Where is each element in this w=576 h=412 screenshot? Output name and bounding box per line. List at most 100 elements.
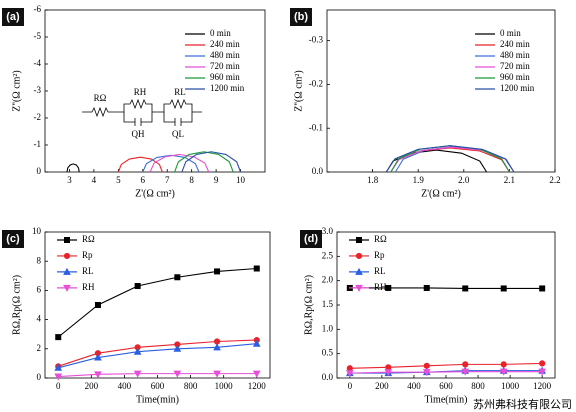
marker <box>63 267 71 275</box>
marker <box>94 353 102 361</box>
legend-label: 240 min <box>500 39 530 49</box>
y-tick-label: -0.3 <box>309 35 324 45</box>
legend-label: RH <box>374 282 387 292</box>
y-tick-label: 1.0 <box>322 323 334 333</box>
plot-frame <box>44 231 271 379</box>
y-tick-label: 0.5 <box>322 348 334 358</box>
legend-label: 960 min <box>210 72 240 82</box>
series-line <box>181 151 242 173</box>
legend-label: Rp <box>82 250 93 260</box>
marker <box>385 284 392 291</box>
x-tick-label: 8 <box>189 175 194 185</box>
y-axis-title: RΩ,Rp(Ω cm²) <box>303 275 314 335</box>
series-line <box>390 146 515 173</box>
marker <box>461 368 470 376</box>
marker <box>356 237 362 243</box>
x-axis-title: Time(min) <box>136 394 179 405</box>
y-tick-label: 0 <box>37 166 42 176</box>
panel-label: (c) <box>6 233 20 245</box>
series-line <box>58 373 257 378</box>
x-tick-label: 800 <box>184 381 198 391</box>
y-tick-label: 8 <box>37 255 42 265</box>
circuit-label: RH <box>134 87 147 97</box>
x-tick-label: 1200 <box>248 381 267 391</box>
x-tick-label: 2.1 <box>504 175 515 185</box>
watermark: 苏州弗科技有限公司 <box>473 397 572 411</box>
x-tick-label: 200 <box>375 381 389 391</box>
x-tick-label: 5 <box>116 175 121 185</box>
y-axis-title: Z''(Ω cm²) <box>293 70 304 112</box>
plot-frame <box>336 231 556 379</box>
marker <box>253 265 260 272</box>
panel-label: (b) <box>294 11 308 23</box>
x-tick-label: 1.8 <box>367 175 379 185</box>
y-tick-label: 1.5 <box>322 299 334 309</box>
y-tick-label: 10 <box>32 226 42 236</box>
panel-label: (a) <box>6 11 20 23</box>
marker <box>252 370 261 378</box>
marker <box>134 283 141 290</box>
marker <box>355 252 363 260</box>
marker <box>423 362 430 369</box>
series-line <box>385 149 488 173</box>
x-tick-label: 400 <box>118 381 132 391</box>
panel-label-box <box>290 8 312 26</box>
legend-label: 720 min <box>210 61 240 71</box>
marker <box>499 368 508 376</box>
y-tick-label: -0.2 <box>309 78 323 88</box>
x-tick-label: 600 <box>439 381 453 391</box>
marker <box>384 369 393 377</box>
x-tick-label: 800 <box>471 381 485 391</box>
legend-label: RL <box>82 266 94 276</box>
panel-label-box <box>2 230 24 248</box>
legend-label: 240 min <box>210 39 240 49</box>
marker <box>94 302 101 308</box>
x-tick-label: 1000 <box>501 381 520 391</box>
marker <box>213 370 221 378</box>
marker <box>539 360 546 367</box>
marker <box>133 347 142 355</box>
panel-label-box <box>300 230 322 248</box>
y-tick-label: 2 <box>37 343 42 353</box>
circuit-label: QL <box>172 129 184 139</box>
y-tick-label: -3 <box>34 85 42 95</box>
x-axis-title: Z'(Ω cm²) <box>421 188 461 199</box>
y-tick-label: 0.0 <box>312 166 324 176</box>
marker <box>422 369 431 377</box>
series-line <box>57 267 257 338</box>
marker <box>54 373 63 381</box>
marker <box>213 343 221 351</box>
y-tick-label: 2.0 <box>322 275 334 285</box>
y-tick-label: 4 <box>37 314 42 324</box>
x-axis-title: Z'(Ω cm²) <box>135 188 175 199</box>
x-tick-label: 2.0 <box>458 175 470 185</box>
circuit: RΩ RH RL QH QL <box>82 87 202 139</box>
x-tick-label: 0 <box>348 381 353 391</box>
x-tick-label: 1.9 <box>413 175 425 185</box>
marker <box>252 339 261 347</box>
marker <box>538 368 547 376</box>
series-line <box>142 154 200 173</box>
y-tick-label: 0.0 <box>322 372 334 382</box>
y-tick-label: -6 <box>34 4 42 14</box>
y-tick-label: 3.0 <box>322 226 334 236</box>
marker <box>214 268 221 275</box>
legend-label: 480 min <box>500 50 530 60</box>
legend-label: RΩ <box>82 234 95 244</box>
legend-label: RΩ <box>374 234 387 244</box>
marker <box>63 284 71 292</box>
marker <box>55 334 62 341</box>
x-tick-label: 600 <box>151 381 165 391</box>
y-tick-label: -0.1 <box>309 122 323 132</box>
y-tick-label: 6 <box>37 284 42 294</box>
x-tick-label: 9 <box>214 175 219 185</box>
x-axis-title: Time(min) <box>425 394 468 405</box>
legend-label: 1200 min <box>210 83 245 93</box>
y-tick-label: -2 <box>34 112 42 122</box>
y-axis-title: Z''(Ω cm²) <box>11 70 22 112</box>
legend-label: 0 min <box>210 28 231 38</box>
marker <box>423 284 430 291</box>
x-tick-label: 400 <box>407 381 421 391</box>
marker <box>462 361 469 368</box>
